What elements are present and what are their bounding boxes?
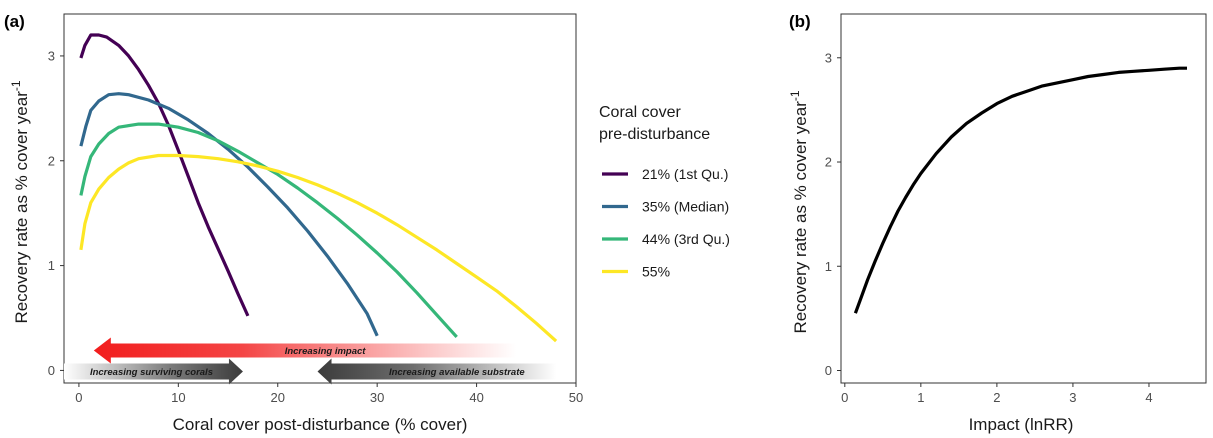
series-line-4 [79,153,558,343]
panel-b-series [853,66,1187,314]
y-tick-label: 0 [825,363,832,378]
x-tick-label: 50 [569,390,583,405]
x-tick-label: 3 [1069,390,1076,405]
panel-b-y-axis-title: Recovery rate as % cover year-1 [788,90,810,333]
legend-title-line2: pre-disturbance [599,126,710,143]
panel-a: (a) 0 10 20 30 40 50 0 1 2 3 Increasing impact In… [4,12,583,434]
legend-label-4: 55% [642,264,670,280]
available-substrate-arrow [317,358,557,385]
x-tick-label: 20 [271,390,285,405]
panel-a-y-axis-title-exponent: -1 [9,80,23,91]
panel-b: (b) 0 1 2 3 4 0 1 2 3 Impact (lnRR) Recovery rat… [788,12,1207,434]
panel-b-y-axis-title-exponent: -1 [788,90,802,101]
y-tick-label: 2 [48,153,55,168]
panel-a-y-axis-title-main: Recovery rate as % cover year [12,91,31,324]
x-tick-label: 10 [171,390,185,405]
legend-label-1: 21% (1st Qu.) [642,166,728,182]
legend-label-3: 44% (3rd Qu.) [642,231,730,247]
series-line-2 [79,92,379,337]
x-tick-label: 2 [993,390,1000,405]
x-tick-label: 1 [917,390,924,405]
y-tick-label: 3 [48,48,55,63]
available-substrate-arrow-label: Increasing available substrate [389,367,525,378]
y-tick-label: 3 [825,50,832,65]
panel-a-series [79,33,558,343]
impact-arrow-label: Increasing impact [285,346,367,357]
y-tick-label: 0 [48,363,55,378]
panel-a-arrows: Increasing impact Increasing surviving c… [64,337,557,385]
panel-b-label: (b) [789,12,811,31]
x-tick-label: 0 [75,390,82,405]
panel-b-y-axis-title-main: Recovery rate as % cover year [791,101,810,334]
x-tick-label: 4 [1145,390,1152,405]
legend-items: 21% (1st Qu.) 35% (Median) 44% (3rd Qu.) 55… [602,166,730,280]
panel-a-x-axis-title: Coral cover post-disturbance (% cover) [173,415,468,434]
panel-b-ticks: 0 1 2 3 4 0 1 2 3 [825,50,1153,405]
x-tick-label: 0 [841,390,848,405]
legend-label-2: 35% (Median) [642,199,729,215]
impact-arrow [93,337,517,364]
x-tick-label: 30 [370,390,384,405]
panel-b-x-axis-title: Impact (lnRR) [969,415,1074,434]
y-tick-label: 2 [825,155,832,170]
panel-a-ticks: 0 10 20 30 40 50 0 1 2 3 [48,48,583,405]
surviving-corals-arrow [64,358,243,385]
series-line-1 [79,33,250,317]
x-tick-label: 40 [469,390,483,405]
panel-b-frame [840,13,1207,384]
legend: Coral cover pre-disturbance 21% (1st Qu.… [599,104,730,280]
panel-a-frame [63,13,577,384]
legend-title-line1: Coral cover [599,104,681,121]
series-line-3 [79,122,458,338]
series-line-1 [853,66,1187,314]
y-tick-label: 1 [825,259,832,274]
y-tick-label: 1 [48,258,55,273]
panel-a-label: (a) [4,12,25,31]
surviving-corals-arrow-label: Increasing surviving corals [90,367,213,378]
panel-a-y-axis-title: Recovery rate as % cover year-1 [9,80,31,323]
